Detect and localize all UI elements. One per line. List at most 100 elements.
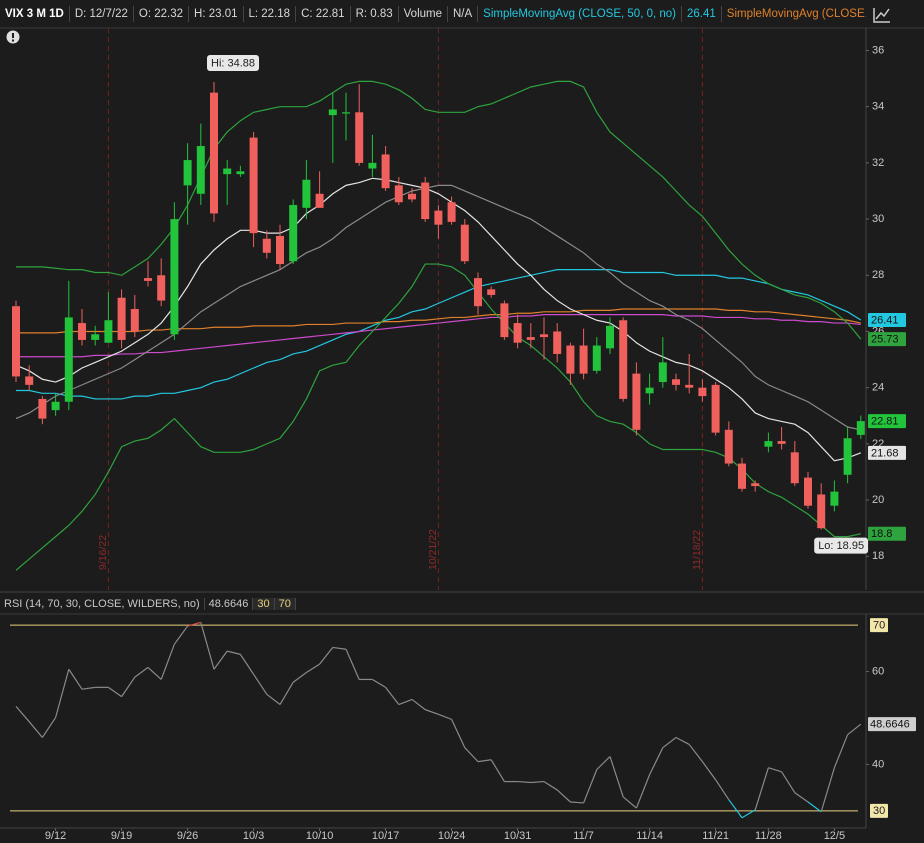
rsi-segment bbox=[438, 713, 452, 720]
candle-body bbox=[500, 303, 509, 338]
y-tick-label: 60 bbox=[872, 665, 884, 677]
candle-body bbox=[606, 325, 614, 349]
low-label: Lo: 18.95 bbox=[818, 540, 864, 552]
expiration-label: 9/16/22 bbox=[97, 535, 109, 570]
level-label: 70 bbox=[873, 620, 885, 632]
candle-body bbox=[315, 193, 324, 208]
rsi-segment bbox=[451, 719, 466, 748]
header-item: H: 23.01 bbox=[189, 6, 244, 22]
candle-body bbox=[210, 92, 218, 214]
rsi-segment bbox=[688, 744, 703, 762]
candle-body bbox=[64, 317, 73, 402]
candle-body bbox=[645, 387, 654, 394]
rsi-segment bbox=[239, 654, 255, 675]
rsi-segment bbox=[134, 666, 149, 678]
last-value-box bbox=[868, 445, 906, 460]
study-value: 26.41 bbox=[682, 6, 722, 22]
y-tick-label: 24 bbox=[872, 382, 884, 394]
study-line bbox=[15, 263, 861, 571]
rsi-segment bbox=[596, 756, 611, 770]
header-item: D: 12/7/22 bbox=[70, 6, 134, 22]
rsi-segment bbox=[807, 801, 822, 813]
candle-body bbox=[12, 306, 20, 377]
rsi-segment bbox=[398, 698, 413, 706]
icon-axes bbox=[873, 8, 890, 23]
last-close: 22.81 bbox=[871, 416, 899, 428]
x-tick-label: 11/7 bbox=[573, 830, 594, 842]
volume-label[interactable]: Volume bbox=[399, 6, 448, 22]
level-box bbox=[870, 618, 888, 633]
rsi-segment bbox=[41, 717, 57, 738]
x-tick-label: 10/17 bbox=[372, 830, 400, 842]
last-value: 25.73 bbox=[871, 333, 899, 345]
candle-body bbox=[777, 441, 786, 444]
candle-body bbox=[381, 154, 390, 189]
last-close-box bbox=[868, 414, 906, 429]
rsi-segment bbox=[147, 666, 162, 680]
candle-body bbox=[408, 193, 416, 200]
y-tick-label: 32 bbox=[872, 157, 884, 169]
rsi-segment bbox=[649, 747, 664, 775]
candle-body bbox=[394, 185, 403, 203]
x-tick-label: 10/24 bbox=[438, 830, 466, 842]
rsi-segment bbox=[411, 698, 426, 711]
candle-body bbox=[355, 112, 364, 163]
y-tick-label: 36 bbox=[872, 44, 884, 56]
rsi-segment bbox=[833, 734, 849, 768]
symbol[interactable]: VIX 3 M 1D bbox=[0, 6, 70, 22]
candle-body bbox=[262, 238, 271, 253]
low-label-box bbox=[814, 537, 869, 554]
study-line bbox=[15, 184, 861, 431]
candle-body bbox=[434, 210, 443, 225]
rsi-segment bbox=[68, 668, 83, 690]
candle-body bbox=[447, 202, 456, 222]
candle-body bbox=[658, 362, 667, 383]
rsi-segment bbox=[662, 737, 677, 749]
rsi-segment bbox=[701, 761, 717, 781]
last-value-box bbox=[868, 312, 906, 327]
rsi-segment bbox=[28, 721, 43, 738]
study-label[interactable]: SimpleMovingAvg (CLOSE, 150,... bbox=[726, 8, 866, 20]
candle-body bbox=[38, 398, 47, 419]
candle-body bbox=[51, 401, 60, 411]
candle-body bbox=[170, 219, 179, 335]
y-tick-label: 28 bbox=[872, 269, 884, 281]
candle-body bbox=[632, 373, 641, 430]
study-line bbox=[16, 314, 861, 358]
rsi-segment bbox=[345, 649, 360, 680]
candle-body bbox=[91, 334, 100, 340]
candle-body bbox=[460, 224, 469, 262]
rsi-segment bbox=[306, 663, 320, 673]
candle-body bbox=[104, 320, 113, 343]
alert-icon[interactable] bbox=[6, 30, 20, 44]
study-label[interactable]: SimpleMovingAvg (CLOSE, 50, 0, no) bbox=[478, 6, 682, 22]
candle-body bbox=[672, 379, 680, 385]
last-value-box bbox=[868, 332, 906, 347]
x-tick-label: 10/31 bbox=[504, 830, 532, 842]
rsi-segment bbox=[715, 779, 730, 801]
rsi-segment bbox=[81, 686, 96, 690]
candle-body bbox=[236, 171, 245, 175]
rsi-segment bbox=[530, 780, 545, 784]
last-value: 26.41 bbox=[871, 314, 899, 326]
rsi-segment bbox=[543, 781, 558, 791]
rsi-segment bbox=[253, 674, 268, 695]
candle-body bbox=[25, 376, 34, 385]
rsi-segment bbox=[385, 686, 400, 705]
rsi-segment bbox=[622, 796, 637, 809]
candle-body bbox=[223, 168, 232, 175]
chart-settings-icon[interactable] bbox=[873, 8, 890, 23]
candle-body bbox=[130, 309, 139, 332]
expiration-label: 11/18/22 bbox=[691, 530, 703, 570]
header-item: L: 22.18 bbox=[244, 6, 297, 22]
candle-body bbox=[513, 323, 522, 343]
candle-body bbox=[276, 235, 284, 265]
rsi-segment bbox=[477, 759, 492, 763]
x-tick-label: 10/10 bbox=[306, 830, 334, 842]
rsi-title[interactable]: RSI (14, 70, 30, CLOSE, WILDERS, no) bbox=[0, 598, 205, 610]
rsi-segment bbox=[425, 709, 439, 715]
candle-body bbox=[183, 160, 192, 186]
